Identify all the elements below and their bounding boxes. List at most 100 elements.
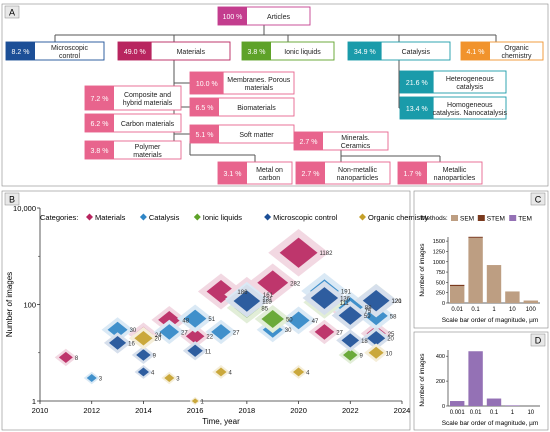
node-label: Articles <box>267 14 290 21</box>
panel-b-label: B <box>9 195 15 205</box>
point-diamond <box>86 373 97 382</box>
panel-d-label: D <box>535 336 542 346</box>
panel-b-scatter: B Categories: Materials Catalysis Ionic liq… <box>1 190 429 431</box>
legend-item: Microscopic control <box>264 213 338 222</box>
point-label: 75 <box>365 309 372 315</box>
tree-node-materials: 49.0 % Materials <box>117 41 231 61</box>
bar-sem <box>450 286 465 303</box>
legend-marker <box>359 213 366 221</box>
node-pct-box <box>6 42 35 60</box>
x-axis-title: Scale bar order of magnitude, µm <box>442 317 539 324</box>
tree-node-nonmetallic: 2.7 % Non-metallic nanoparticles <box>295 161 391 185</box>
point-diamond <box>261 310 284 329</box>
bar-stem <box>450 284 465 287</box>
x-tick-label: 1 <box>492 307 496 313</box>
scatter-point <box>354 283 398 318</box>
legend-item: TEM <box>509 215 532 223</box>
node-label-line: Composite and <box>124 92 171 99</box>
node-pct-box <box>398 162 427 184</box>
bar-sem <box>468 237 483 303</box>
point-label: 1182 <box>320 251 334 257</box>
scatter-point <box>177 304 214 333</box>
scatter-point <box>101 317 134 343</box>
scatter-point <box>128 326 158 350</box>
point-diamond <box>343 349 358 361</box>
node-pct-box <box>294 132 323 150</box>
point-label: 10 <box>386 351 393 357</box>
legend-item: Ionic liquids <box>193 213 242 222</box>
node-label: Catalysis <box>402 49 431 56</box>
point-label: 120 <box>392 299 403 305</box>
scatter-point <box>308 319 341 345</box>
bar-tem <box>486 398 502 406</box>
point-diamond <box>287 311 310 330</box>
point-label: 51 <box>208 317 215 323</box>
y-tick-label: 1000 <box>433 260 445 266</box>
tree-node-hetero: 21.6 % Heterogeneous catalysis <box>399 70 507 94</box>
node-pct-box <box>218 162 247 184</box>
legend-swatch <box>477 215 485 221</box>
panel-c-bar: C Methods: SEM STEM TEM 0 250 500 750 1000 1250 15… <box>413 190 549 329</box>
legend-swatch <box>451 215 458 221</box>
scatter-point <box>280 306 317 335</box>
point-diamond <box>107 321 128 338</box>
point-label: 22 <box>206 335 213 341</box>
scatter-point <box>180 324 211 348</box>
point-label: 27 <box>336 330 343 336</box>
point-diamond <box>293 367 305 377</box>
node-label-line: Organic <box>504 45 529 52</box>
node-pct: 2.7 % <box>302 171 320 178</box>
node-label-line: Homogeneous <box>447 102 493 109</box>
point-diamond <box>136 349 151 361</box>
point-label: 27 <box>233 330 240 336</box>
node-pct: 21.6 % <box>406 80 428 87</box>
tree-connectors <box>54 25 497 162</box>
x-tick-label: 0.01 <box>451 307 463 313</box>
legend-label: STEM <box>487 216 505 223</box>
point-diamond <box>341 333 360 348</box>
node-pct: 34.9 % <box>354 49 376 56</box>
scatter-point <box>361 326 391 350</box>
node-label: Metal on carbon <box>256 167 283 182</box>
point-label: 161 <box>263 293 274 299</box>
point-label: 4 <box>229 370 233 376</box>
scatter-marks <box>54 229 398 406</box>
legend-item: SEM <box>451 215 474 223</box>
point-diamond <box>137 367 149 377</box>
legend-label: Ionic liquids <box>203 213 242 222</box>
point-label: 136 <box>340 297 351 303</box>
legend-marker <box>264 213 272 221</box>
node-pct: 3.8 % <box>248 49 266 56</box>
x-tick-label: 100 <box>526 307 537 313</box>
node-label-line: catalysis <box>456 84 483 91</box>
bar-chart-d: 0 200 400 0.001 0.01 0.1 1 10 Scale bar order of… <box>419 350 540 427</box>
legend-label: SEM <box>460 216 474 223</box>
bar-sem <box>505 291 520 303</box>
node-label-line: nanoparticles <box>337 175 379 182</box>
point-label: 9 <box>360 353 364 359</box>
point-label: 20 <box>387 337 394 343</box>
node-pct-box <box>85 86 114 110</box>
node-pct-box <box>461 42 490 60</box>
scatter-point <box>161 371 178 385</box>
point-label: 111 <box>340 301 350 307</box>
node-pct-box <box>190 125 219 143</box>
node-pct-box <box>296 162 325 184</box>
point-label: 48 <box>182 318 189 324</box>
node-pct: 49.0 % <box>124 49 146 56</box>
node-pct: 10.0 % <box>196 81 218 88</box>
node-label: Microscopic control <box>51 45 88 60</box>
node-pct-box <box>85 141 114 159</box>
scatter-point <box>302 280 347 316</box>
node-label-line: Polymer <box>135 144 161 151</box>
node-label: Carbon materials <box>121 121 175 128</box>
point-label: 85 <box>261 306 268 312</box>
x-axis-title: Time, year <box>202 417 240 426</box>
node-label: Heterogeneous catalysis <box>446 76 494 91</box>
node-pct-box <box>218 7 247 25</box>
scatter-point <box>212 365 230 379</box>
tree-node-softmatter: 5.1 % Soft matter <box>189 124 295 144</box>
point-label: 118 <box>262 300 272 306</box>
scatter-point <box>331 301 369 331</box>
point-diamond <box>164 373 175 382</box>
